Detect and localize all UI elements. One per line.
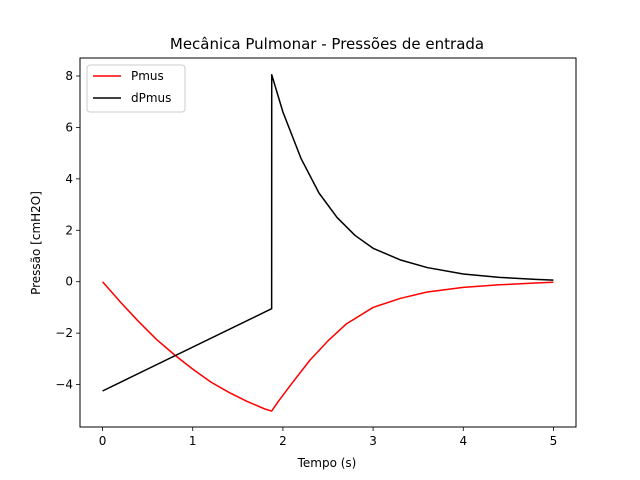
x-tick-label: 2: [279, 434, 287, 448]
y-tick-label: 2: [65, 223, 73, 237]
x-axis: 0 1 2 3 4 5: [99, 427, 558, 448]
y-tick-label: −4: [55, 378, 73, 392]
x-tick-label: 4: [459, 434, 467, 448]
y-tick-label: 4: [65, 172, 73, 186]
y-axis-label: Pressão [cmH2O]: [29, 191, 43, 295]
legend-label-pmus: Pmus: [131, 69, 164, 83]
legend: Pmus dPmus: [86, 64, 186, 113]
y-tick-label: 8: [65, 69, 73, 83]
x-tick-label: 0: [99, 434, 107, 448]
x-tick-label: 5: [550, 434, 558, 448]
y-tick-label: 6: [65, 120, 73, 134]
series-line-dpmus: [102, 73, 554, 392]
x-tick-label: 3: [369, 434, 377, 448]
series-line-pmus: [101, 281, 554, 412]
chart-title: Mecânica Pulmonar - Pressões de entrada: [170, 35, 484, 53]
y-tick-label: −2: [55, 326, 73, 340]
y-tick-label: 0: [65, 275, 73, 289]
x-tick-label: 1: [189, 434, 197, 448]
y-axis: −4 −2 0 2 4 6 8: [55, 69, 80, 392]
x-axis-label: Tempo (s): [297, 456, 357, 470]
series-layer: [101, 73, 554, 412]
plot-frame: [79, 57, 577, 428]
legend-label-dpmus: dPmus: [131, 91, 171, 105]
